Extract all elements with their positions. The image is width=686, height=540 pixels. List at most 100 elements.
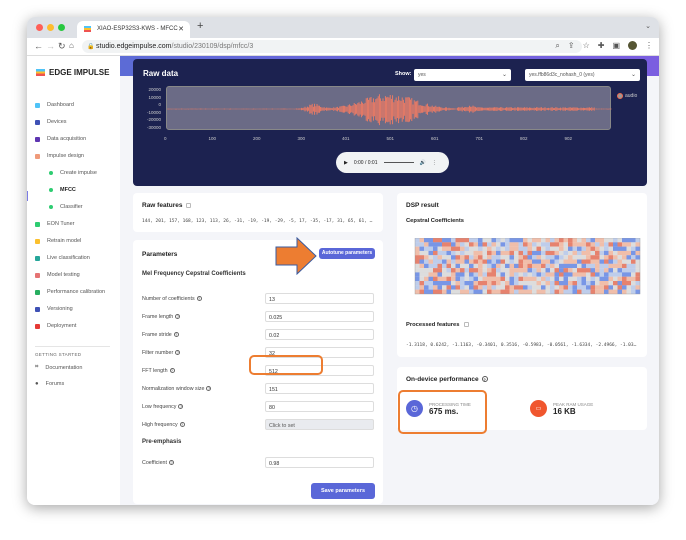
sidebar-item-documentation[interactable]: ⌗ Documentation xyxy=(35,364,82,371)
copy-icon[interactable] xyxy=(186,202,192,208)
home-icon[interactable]: ⌂ xyxy=(69,41,74,50)
high-frequency-input[interactable]: Click to set xyxy=(265,419,374,430)
x-tick-label: 300 xyxy=(297,136,306,141)
heatmap-cell xyxy=(487,242,492,247)
close-tab-icon[interactable]: ✕ xyxy=(178,26,184,33)
sidebar-item-dashboard[interactable]: Dashboard xyxy=(35,102,74,108)
help-icon[interactable]: ? xyxy=(206,386,212,391)
back-icon[interactable]: ← xyxy=(34,41,43,51)
new-tab-button[interactable]: + xyxy=(197,20,204,32)
heatmap-cell xyxy=(523,263,528,269)
heatmap-cell xyxy=(473,281,479,286)
avatar[interactable] xyxy=(628,41,637,50)
play-icon[interactable]: ▶ xyxy=(344,159,348,166)
sidebar-item-mfcc[interactable]: MFCC xyxy=(49,187,76,193)
coefficient-input[interactable]: 0.98 xyxy=(265,457,374,468)
y-tick-label: 0 xyxy=(158,102,161,107)
sidebar-item-model-testing[interactable]: Model testing xyxy=(35,272,80,278)
sidebar-item-forums[interactable]: ● Forums xyxy=(35,381,64,387)
sidebar-item-eon-tuner[interactable]: EON Tuner xyxy=(35,221,75,227)
bookmark-star-icon[interactable]: ☆ xyxy=(582,41,590,50)
maximize-window-button[interactable] xyxy=(58,24,65,31)
audio-seek-slider[interactable] xyxy=(383,161,414,164)
heatmap-cell xyxy=(478,285,483,290)
sidebar-item-versioning[interactable]: Versioning xyxy=(35,306,73,312)
heatmap-cell xyxy=(478,259,483,264)
frame-length-input[interactable]: 0.025 xyxy=(265,311,374,322)
sidebar-item-devices[interactable]: Devices xyxy=(35,119,67,125)
heatmap-cell xyxy=(415,289,420,294)
heatmap-cell xyxy=(514,263,519,269)
heatmap-cell xyxy=(617,289,623,294)
audio-menu-icon[interactable]: ⋮ xyxy=(431,159,437,166)
heatmap-cell xyxy=(527,268,533,273)
nav-icon xyxy=(35,102,40,108)
sidebar-item-performance-calibration[interactable]: Performance calibration xyxy=(35,289,105,295)
frame-stride-input[interactable]: 0.02 xyxy=(265,329,374,340)
sidebar-item-impulse-design[interactable]: Impulse design xyxy=(35,153,84,159)
sidebar-item-data-acquisition[interactable]: Data acquisition xyxy=(35,136,86,142)
heatmap-cell xyxy=(626,246,632,251)
heatmap-cell xyxy=(599,276,605,282)
reload-icon[interactable]: ↻ xyxy=(58,41,66,51)
sidebar-item-classifier[interactable]: Classifier xyxy=(49,204,83,210)
help-icon[interactable]: ? xyxy=(481,376,488,382)
minimize-window-button[interactable] xyxy=(47,24,54,31)
nav-icon xyxy=(35,238,40,244)
sidepanel-icon[interactable]: ▣ xyxy=(612,41,620,50)
volume-icon[interactable]: 🔊 xyxy=(419,159,426,166)
heatmap-cell xyxy=(613,276,618,282)
heatmap-cell xyxy=(433,268,438,273)
heatmap-cell xyxy=(437,259,443,264)
sidebar-item-retrain-model[interactable]: Retrain model xyxy=(35,238,81,244)
heatmap-cell xyxy=(500,276,506,282)
help-icon[interactable]: ? xyxy=(175,314,181,319)
help-icon[interactable]: ? xyxy=(175,350,181,355)
help-icon[interactable]: ? xyxy=(196,296,202,301)
heatmap-cell xyxy=(586,255,591,260)
share-icon[interactable]: ⇪ xyxy=(567,41,575,50)
copy-icon[interactable] xyxy=(463,322,469,327)
help-icon[interactable]: ? xyxy=(178,404,184,409)
heatmap-cell xyxy=(509,268,515,273)
save-parameters-button[interactable]: Save parameters xyxy=(311,483,375,499)
param-label: Frame stride? xyxy=(142,332,179,338)
legend-audio[interactable]: audio xyxy=(617,93,637,99)
heatmap-cell xyxy=(527,250,533,256)
close-window-button[interactable] xyxy=(36,24,43,31)
cepstral-chart-title: Cepstral Coefficients xyxy=(406,218,464,224)
heatmap-cell xyxy=(581,242,587,247)
sidebar-item-deployment[interactable]: Deployment xyxy=(35,323,76,329)
help-icon[interactable]: ? xyxy=(169,368,175,373)
normalization-window-size-input[interactable]: 151 xyxy=(265,383,374,394)
heatmap-cell xyxy=(622,259,627,264)
show-select[interactable]: yes ⌄ xyxy=(414,69,511,81)
help-icon[interactable]: ? xyxy=(168,460,174,465)
help-icon[interactable]: ? xyxy=(179,422,185,427)
low-frequency-input[interactable]: 80 xyxy=(265,401,374,412)
heatmap-cell xyxy=(581,250,587,256)
zoom-icon[interactable]: ⌕ xyxy=(555,41,560,50)
menu-icon[interactable]: ⋮ xyxy=(645,41,653,50)
heatmap-cell xyxy=(469,263,474,269)
heatmap-cell xyxy=(482,255,488,260)
heatmap-cell xyxy=(424,281,429,286)
heatmap-cell xyxy=(496,250,501,256)
sidebar-item-create-impulse[interactable]: Create impulse xyxy=(49,170,97,176)
processing-time: ◷ PROCESSING TIME 675 ms. xyxy=(406,400,471,417)
sidebar-item-live-classification[interactable]: Live classification xyxy=(35,255,90,261)
help-icon[interactable]: ? xyxy=(173,332,179,337)
heatmap-cell xyxy=(631,289,636,294)
autotune-button[interactable]: Autotune parameters xyxy=(319,248,375,259)
heatmap-cell xyxy=(541,289,546,294)
url-bar[interactable]: 🔒 studio.edgeimpulse.com/studio/230109/ds… xyxy=(82,40,582,53)
heatmap-cell xyxy=(514,285,519,290)
sample-select[interactable]: yes.ffb86d3c_nohash_0 (yes) ⌄ xyxy=(525,69,640,81)
sidebar-item-label: Versioning xyxy=(47,306,73,312)
browser-tab[interactable]: XIAO-ESP32S3-KWS - MFCC ✕ xyxy=(77,21,190,38)
number-of-coefficients-input[interactable]: 13 xyxy=(265,293,374,304)
extensions-icon[interactable]: ✚ xyxy=(597,41,605,50)
tab-search-icon[interactable]: ⌄ xyxy=(645,23,651,30)
heatmap-cell xyxy=(572,238,578,243)
forward-icon[interactable]: → xyxy=(46,41,55,51)
